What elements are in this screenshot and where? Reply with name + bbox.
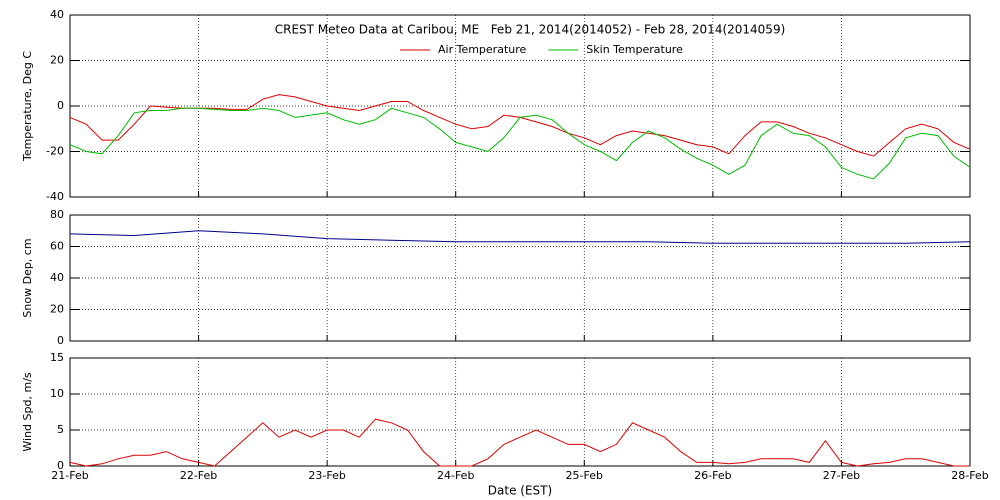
y-tick-label: -40 [46, 190, 64, 203]
y-tick-label: 10 [50, 387, 64, 400]
x-tick-label: 22-Feb [180, 469, 217, 482]
y-tick-label: 20 [50, 54, 64, 67]
y-tick-label: 40 [50, 8, 64, 21]
y-tick-label: 40 [50, 271, 64, 284]
x-tick-label: 25-Feb [566, 469, 603, 482]
y-axis-label: Wind Spd, m/s [21, 372, 34, 452]
y-tick-label: 20 [50, 303, 64, 316]
x-tick-label: 23-Feb [308, 469, 345, 482]
x-tick-label: 28-Feb [951, 469, 988, 482]
data-line [69, 418, 970, 467]
data-line [69, 94, 971, 157]
data-line [69, 107, 971, 180]
x-tick-label: 27-Feb [823, 469, 860, 482]
data-line [69, 230, 971, 244]
y-tick-label: 5 [57, 423, 64, 436]
plot-frame [69, 14, 971, 198]
legend-label: Air Temperature [438, 43, 527, 56]
y-tick-label: -20 [46, 145, 64, 158]
y-axis-label: Temperature, Deg C [21, 51, 34, 162]
plot-frame [69, 214, 971, 342]
legend-label: Skin Temperature [586, 43, 683, 56]
y-tick-label: 80 [50, 208, 64, 221]
y-tick-label: 15 [50, 351, 64, 364]
plot-frame [69, 357, 971, 467]
x-tick-label: 26-Feb [694, 469, 731, 482]
y-axis-label: Snow Dep, cm [21, 238, 34, 317]
chart-title: CREST Meteo Data at Caribou, ME Feb 21, … [275, 23, 786, 37]
x-axis-label: Date (EST) [488, 484, 552, 498]
y-tick-label: 0 [57, 334, 64, 347]
x-tick-label: 24-Feb [437, 469, 474, 482]
x-tick-label: 21-Feb [51, 469, 88, 482]
y-tick-label: 0 [57, 459, 64, 472]
y-tick-label: 0 [57, 99, 64, 112]
y-tick-label: 60 [50, 240, 64, 253]
